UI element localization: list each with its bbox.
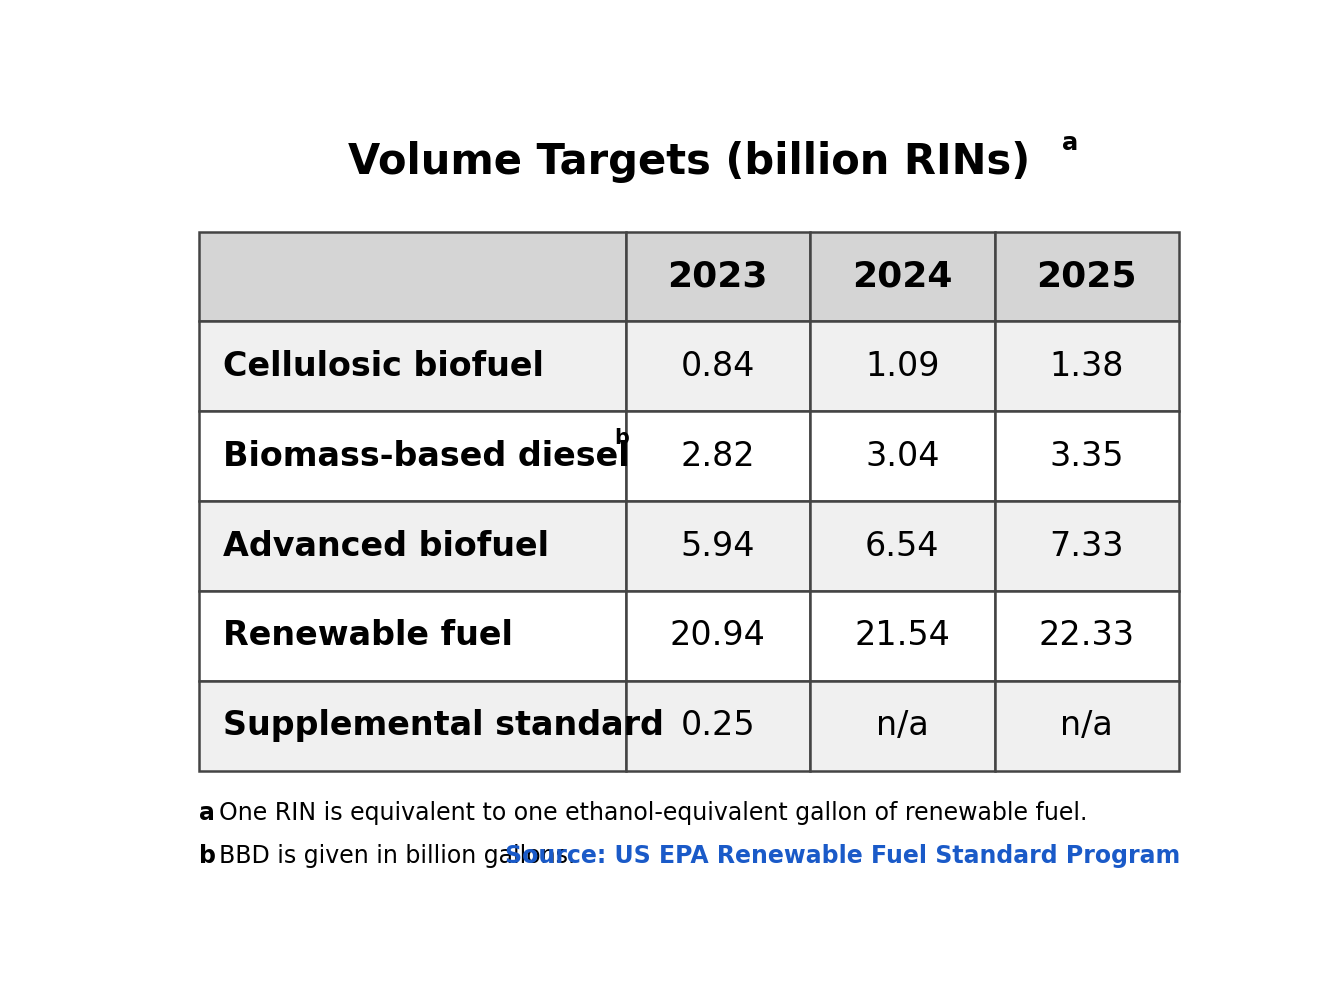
Text: BBD is given in billion gallons.: BBD is given in billion gallons.	[220, 844, 576, 868]
Text: Volume Targets (billion RINs): Volume Targets (billion RINs)	[348, 141, 1030, 183]
Text: 2024: 2024	[852, 260, 953, 294]
Text: Source: US EPA Renewable Fuel Standard Program: Source: US EPA Renewable Fuel Standard P…	[505, 844, 1181, 868]
Text: n/a: n/a	[1060, 709, 1114, 742]
Text: b: b	[198, 844, 216, 868]
Text: 1.38: 1.38	[1049, 350, 1124, 383]
Bar	[626, 681, 811, 771]
Bar	[811, 321, 994, 411]
Bar	[626, 591, 811, 681]
Text: 6.54: 6.54	[866, 530, 939, 563]
Bar	[994, 681, 1179, 771]
Bar	[811, 232, 994, 321]
Text: 20.94: 20.94	[670, 619, 765, 652]
Bar	[198, 411, 626, 501]
Text: Cellulosic biofuel: Cellulosic biofuel	[224, 350, 544, 383]
Text: 2023: 2023	[667, 260, 768, 294]
Bar	[811, 501, 994, 591]
Bar	[994, 232, 1179, 321]
Bar	[198, 501, 626, 591]
Bar	[198, 321, 626, 411]
Bar	[811, 681, 994, 771]
Bar	[811, 591, 994, 681]
Text: Renewable fuel: Renewable fuel	[224, 619, 513, 652]
Bar	[994, 501, 1179, 591]
Bar	[811, 411, 994, 501]
Text: 7.33: 7.33	[1049, 530, 1124, 563]
Text: 22.33: 22.33	[1038, 619, 1135, 652]
Bar	[198, 591, 626, 681]
Text: a: a	[1063, 131, 1079, 155]
Bar	[626, 501, 811, 591]
Text: 2.82: 2.82	[681, 440, 756, 473]
Bar	[994, 591, 1179, 681]
Text: 0.25: 0.25	[681, 709, 756, 742]
Text: 1.09: 1.09	[866, 350, 939, 383]
Text: 5.94: 5.94	[681, 530, 754, 563]
Text: Advanced biofuel: Advanced biofuel	[224, 530, 549, 563]
Bar	[626, 321, 811, 411]
Bar	[626, 232, 811, 321]
Text: 0.84: 0.84	[681, 350, 754, 383]
Text: 2025: 2025	[1037, 260, 1138, 294]
Text: b: b	[614, 428, 628, 448]
Bar	[994, 321, 1179, 411]
Text: Biomass-based diesel: Biomass-based diesel	[224, 440, 630, 473]
Bar	[994, 411, 1179, 501]
Text: 3.04: 3.04	[866, 440, 939, 473]
Bar	[626, 411, 811, 501]
Bar	[198, 681, 626, 771]
Text: 3.35: 3.35	[1049, 440, 1124, 473]
Text: n/a: n/a	[876, 709, 929, 742]
Text: 21.54: 21.54	[855, 619, 950, 652]
Text: One RIN is equivalent to one ethanol-equivalent gallon of renewable fuel.: One RIN is equivalent to one ethanol-equ…	[220, 801, 1088, 825]
Text: a: a	[198, 801, 214, 825]
Bar	[198, 232, 626, 321]
Text: Supplemental standard: Supplemental standard	[224, 709, 665, 742]
